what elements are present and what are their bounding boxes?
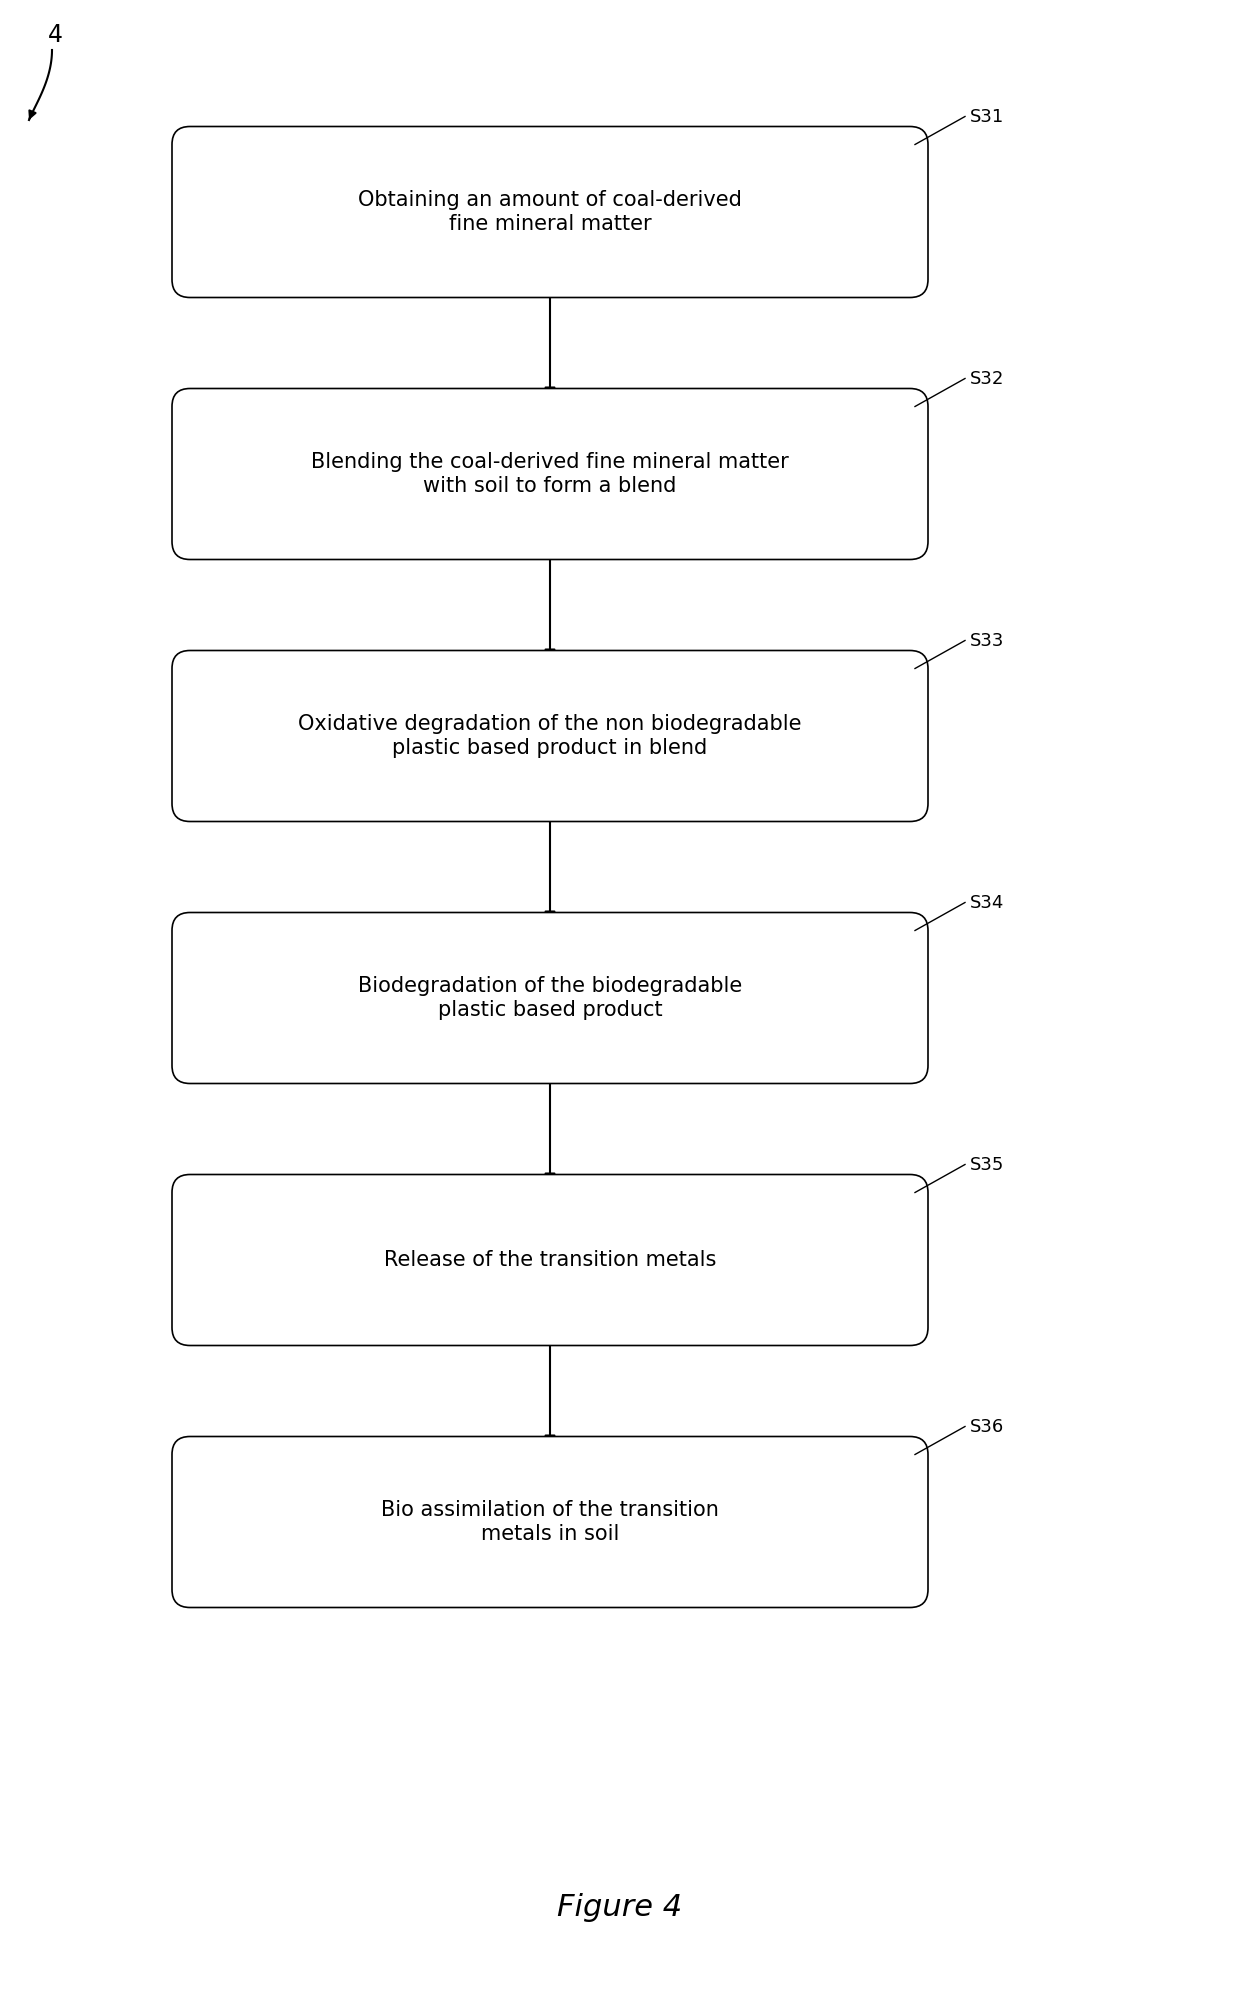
FancyBboxPatch shape xyxy=(172,912,928,1084)
Text: Release of the transition metals: Release of the transition metals xyxy=(384,1251,717,1271)
FancyBboxPatch shape xyxy=(172,1436,928,1608)
FancyBboxPatch shape xyxy=(172,651,928,821)
Text: Figure 4: Figure 4 xyxy=(558,1892,682,1922)
Text: S36: S36 xyxy=(970,1418,1004,1436)
Text: Biodegradation of the biodegradable
plastic based product: Biodegradation of the biodegradable plas… xyxy=(358,976,742,1020)
Text: Blending the coal-derived fine mineral matter
with soil to form a blend: Blending the coal-derived fine mineral m… xyxy=(311,452,789,496)
FancyBboxPatch shape xyxy=(172,127,928,297)
Text: S32: S32 xyxy=(970,369,1004,388)
FancyBboxPatch shape xyxy=(172,388,928,560)
Text: 4: 4 xyxy=(47,24,62,48)
Text: Oxidative degradation of the non biodegradable
plastic based product in blend: Oxidative degradation of the non biodegr… xyxy=(299,715,802,757)
FancyBboxPatch shape xyxy=(172,1175,928,1345)
Text: S34: S34 xyxy=(970,894,1004,912)
Text: Obtaining an amount of coal-derived
fine mineral matter: Obtaining an amount of coal-derived fine… xyxy=(358,191,742,233)
Text: S35: S35 xyxy=(970,1155,1004,1173)
Text: S33: S33 xyxy=(970,631,1004,649)
Text: Bio assimilation of the transition
metals in soil: Bio assimilation of the transition metal… xyxy=(381,1500,719,1544)
Text: S31: S31 xyxy=(970,108,1004,125)
